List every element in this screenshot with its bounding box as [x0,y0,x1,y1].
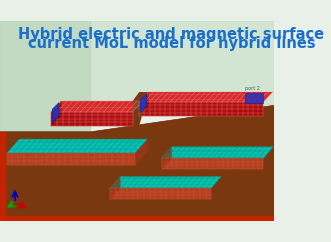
Polygon shape [139,102,263,116]
Polygon shape [245,93,263,103]
Polygon shape [51,112,133,126]
Polygon shape [51,101,143,112]
Polygon shape [91,21,274,105]
Text: Hybrid electric and magnetic surface: Hybrid electric and magnetic surface [19,27,325,42]
Polygon shape [7,153,135,165]
Polygon shape [7,139,148,153]
Polygon shape [135,139,148,165]
Polygon shape [133,92,148,126]
Polygon shape [52,103,59,123]
Text: current MoL model for hybrid lines: current MoL model for hybrid lines [28,37,315,52]
Polygon shape [162,147,273,158]
Polygon shape [0,216,274,221]
Polygon shape [0,132,6,221]
Polygon shape [162,147,171,169]
Polygon shape [139,92,148,116]
Text: port 2: port 2 [245,86,260,91]
Polygon shape [0,21,91,132]
Polygon shape [110,176,221,188]
Polygon shape [162,158,263,169]
Polygon shape [110,176,120,199]
Polygon shape [140,94,147,113]
Polygon shape [51,101,61,126]
Polygon shape [0,105,274,221]
Polygon shape [110,188,211,199]
Polygon shape [139,92,273,102]
